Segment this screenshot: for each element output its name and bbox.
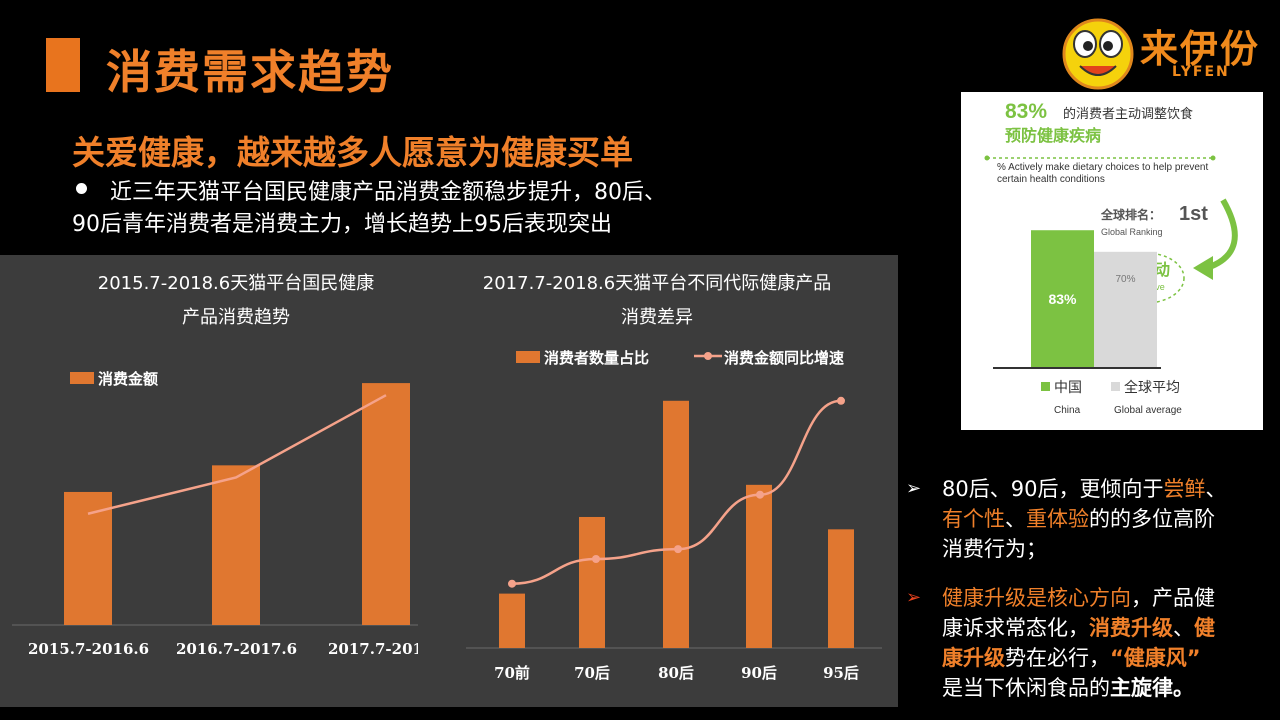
infographic-bar xyxy=(1031,230,1094,368)
chart1-xtick-label: 2017.7-201 xyxy=(328,640,418,658)
chart1-legend-swatch xyxy=(70,372,94,384)
health-infographic: 83% 的消费者主动调整饮食 预防健康疾病 % Actively make di… xyxy=(961,92,1263,430)
chart2-bar xyxy=(746,484,772,648)
chart1-bar xyxy=(362,383,410,625)
infographic-bar-label: 83% xyxy=(1048,291,1077,307)
section-subtitle: 关爱健康，越来越多人愿意为健康买单 xyxy=(72,133,633,172)
chart2-bar xyxy=(828,529,854,648)
chart2-xtick-label: 70后 xyxy=(574,664,610,682)
ranking-arrow-icon xyxy=(1193,256,1213,280)
chart2-bar xyxy=(499,593,525,648)
logo-name: 来伊份 xyxy=(1140,27,1261,71)
right-paragraph-1: ➢ 80后、90后，更倾向于尝鲜、 有个性、重体验的的多位高阶 消费行为； xyxy=(906,474,1252,564)
chart1-xtick-label: 2015.7-2016.6 xyxy=(28,640,150,658)
infographic-pct: 83% xyxy=(1005,100,1047,123)
chart1-xtick-label: 2016.7-2017.6 xyxy=(176,640,298,658)
chart2-legend-bar-swatch xyxy=(516,351,540,363)
chart2-bar xyxy=(579,516,605,648)
chart2-xtick-label: 80后 xyxy=(658,664,694,682)
legend-china-en: China xyxy=(1054,405,1081,416)
bullet-text-line1: 近三年天猫平台国民健康产品消费金额稳步提升，80后、 xyxy=(110,180,666,205)
title-accent-bar xyxy=(46,38,80,92)
chart2-growth-point xyxy=(674,545,682,554)
chart1-plot xyxy=(12,383,418,626)
infographic-headline: 的消费者主动调整饮食 xyxy=(1063,106,1193,122)
bullet-dot xyxy=(76,183,87,194)
chart2-legend-line-swatch xyxy=(694,352,722,360)
chart1-bar xyxy=(64,491,112,625)
ranking-value: 1st xyxy=(1179,203,1208,225)
chart2-plot xyxy=(466,396,882,649)
ranking-label: 全球排名： xyxy=(1100,207,1161,222)
chart1-trend-line xyxy=(87,394,387,515)
infographic-bar-label: 70% xyxy=(1115,274,1135,285)
arrow-bullet-red-icon: ➢ xyxy=(906,587,922,608)
page-title: 消费需求趋势 xyxy=(106,45,394,99)
chart2-title-line2: 消费差异 xyxy=(621,307,693,328)
chart2-legend-bar-label: 消费者数量占比 xyxy=(544,349,650,367)
chart2-legend-line-label: 消费金额同比增速 xyxy=(724,349,845,367)
lyfen-mascot-logo xyxy=(1062,18,1134,90)
chart2-xtick-label: 90后 xyxy=(741,664,777,682)
chart1-legend-label: 消费金额 xyxy=(98,370,159,388)
legend-global-en: Global average xyxy=(1114,405,1182,416)
ranking-en: Global Ranking xyxy=(1101,227,1163,237)
right-paragraph-2: ➢ 健康升级是核心方向，产品健 康诉求常态化，消费升级、健 康升级势在必行，“健… xyxy=(906,583,1252,703)
chart2-xtick-label: 95后 xyxy=(823,664,859,682)
chart2-bar xyxy=(663,400,689,648)
chart2-growth-point xyxy=(592,555,600,563)
infographic-bar xyxy=(1094,251,1157,368)
chart1-bar xyxy=(212,465,260,625)
chart-panel: 2015.7-2018.6天猫平台国民健康 产品消费趋势 消费金额 2017.7… xyxy=(0,255,898,707)
chart2-growth-point xyxy=(837,396,845,405)
chart1-title-line1: 2015.7-2018.6天猫平台国民健康 xyxy=(97,273,375,294)
legend-china: 中国 xyxy=(1054,380,1082,396)
arrow-bullet-icon: ➢ xyxy=(906,478,922,499)
chart2-growth-point xyxy=(508,579,516,588)
infographic-headline2: 预防健康疾病 xyxy=(1005,126,1101,145)
chart2-growth-point xyxy=(756,490,764,499)
legend-global: 全球平均 xyxy=(1124,379,1180,396)
chart2-growth-line xyxy=(511,399,842,585)
chart1-title-line2: 产品消费趋势 xyxy=(182,307,290,328)
bullet-text-line2: 90后青年消费者是消费主力，增长趋势上95后表现突出 xyxy=(72,212,612,237)
chart2-title-line1: 2017.7-2018.6天猫平台不同代际健康产品 xyxy=(482,273,832,294)
infographic-english: % Actively make dietary choices to help … xyxy=(997,162,1209,185)
chart2-xtick-label: 70前 xyxy=(494,664,530,682)
logo-sub: LYFEN xyxy=(1172,64,1230,80)
